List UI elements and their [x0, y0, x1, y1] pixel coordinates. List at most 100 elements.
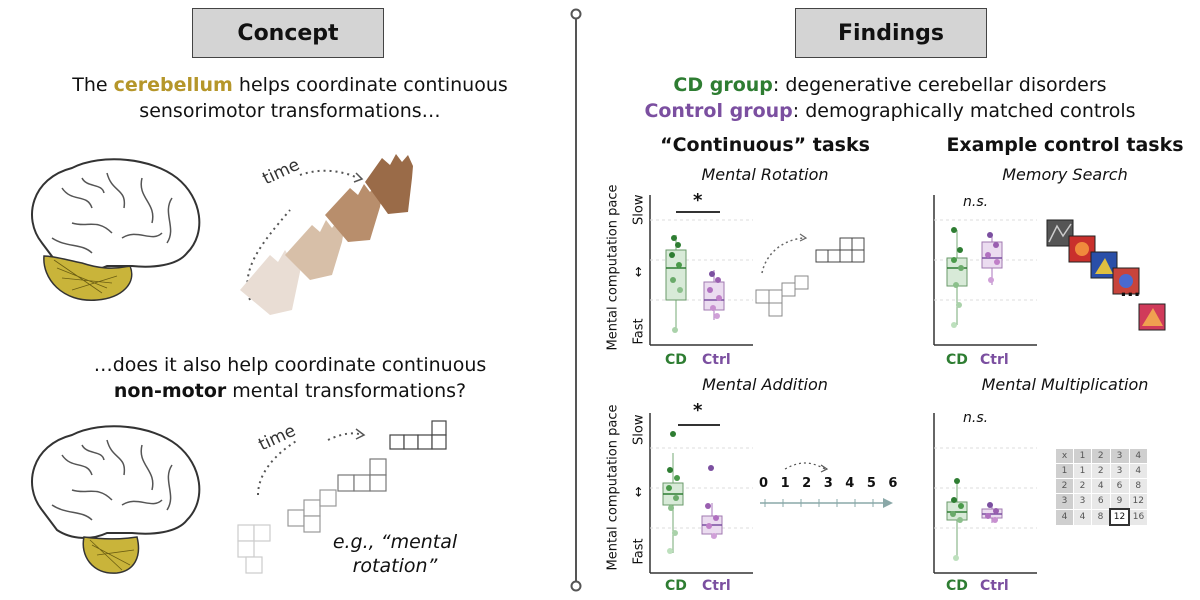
table-cell: 6 [1109, 478, 1130, 494]
table-cell: 4 [1091, 478, 1111, 494]
table-cell: 12 [1128, 493, 1148, 510]
plot-mental-multiplication [933, 413, 1037, 574]
y-slow-bottom: Slow [631, 414, 647, 445]
x-ctrl-memory: Ctrl [980, 352, 1009, 368]
concept-header: Concept [192, 8, 384, 58]
concept-header-label: Concept [237, 20, 339, 46]
continuous-tasks-title: “Continuous” tasks [660, 134, 870, 156]
brain-illustration-top [31, 158, 201, 301]
table-cell: 2 [1055, 478, 1074, 494]
non-motor-keyword: non-motor [113, 380, 227, 402]
table-cell: 1 [1055, 463, 1074, 479]
image-stack-ellipsis: ... [1120, 280, 1141, 301]
cerebellum-shape-top [43, 255, 133, 301]
table-row: 4 4 8 12 16 [1055, 508, 1148, 526]
table-row: 3 3 6 9 12 [1055, 493, 1148, 510]
statement1-post: helps coordinate continuous [232, 74, 508, 96]
table-cell: 16 [1128, 508, 1148, 526]
multiplication-table: x 1 2 3 4 1 1 2 3 4 2 2 4 6 8 3 3 6 9 12 [1055, 448, 1148, 526]
x-ctrl-addition: Ctrl [702, 578, 731, 594]
significance-star-rotation: * [693, 190, 703, 211]
y-arrow-top: ↔ [631, 266, 647, 278]
cd-group-name: CD group [673, 74, 773, 96]
x-ctrl-rotation: Ctrl [702, 352, 731, 368]
table-cell: x [1055, 448, 1074, 464]
y-fast-top: Fast [631, 318, 647, 345]
table-cell: 3 [1109, 463, 1130, 479]
y-fast-bottom: Fast [631, 538, 647, 565]
table-cell: 4 [1128, 448, 1148, 464]
table-cell: 9 [1109, 493, 1130, 510]
table-cell: 3 [1055, 493, 1074, 510]
x-cd-multiplication: CD [946, 578, 968, 594]
table-cell: 6 [1091, 493, 1111, 510]
task-label-memory-search: Memory Search [1002, 165, 1128, 184]
brain-illustration-bottom [31, 425, 201, 574]
cube-shape-2 [287, 489, 337, 533]
box-cd-rotation [665, 249, 687, 301]
hand-3 [325, 184, 382, 242]
hand-4 [365, 154, 413, 214]
x-cd-addition: CD [665, 578, 687, 594]
task-label-mental-addition: Mental Addition [702, 375, 828, 394]
number-line-digits: 0 1 2 3 4 5 6 [759, 476, 902, 491]
statement1-line2: sensorimotor transformations… [139, 100, 441, 122]
memory-search-image-stack [1046, 219, 1166, 331]
ns-label-memory: n.s. [963, 194, 989, 210]
cerebellum-keyword: cerebellum [113, 74, 233, 96]
ns-label-multiplication: n.s. [963, 410, 989, 426]
hand-2 [285, 220, 344, 280]
table-cell: 3 [1109, 448, 1130, 464]
y-arrow-bottom: ↔ [631, 486, 647, 498]
box-cd-memory [946, 257, 968, 287]
x-cd-memory: CD [946, 352, 968, 368]
table-cell: 4 [1055, 508, 1074, 526]
hand-1 [240, 250, 302, 315]
cd-group-desc: : degenerative cerebellar disorders [772, 74, 1107, 96]
y-axis-title-top: Mental computation pace [605, 184, 621, 351]
table-row: 1 1 2 3 4 [1055, 463, 1148, 479]
table-cell: 1 [1073, 448, 1092, 464]
task-label-mental-multiplication: Mental Multiplication [981, 375, 1149, 394]
table-cell: 3 [1073, 493, 1092, 510]
y-axis-title-bottom: Mental computation pace [605, 404, 621, 571]
control-group-name: Control group [644, 100, 793, 122]
findings-header: Findings [795, 8, 987, 58]
box-cd-multiplication [946, 501, 968, 521]
hand-sequence-illustration [240, 154, 413, 315]
table-cell: 2 [1091, 448, 1111, 464]
x-ctrl-multiplication: Ctrl [980, 578, 1009, 594]
statement2-post: mental transformations? [226, 380, 467, 402]
table-cell: 4 [1073, 508, 1092, 526]
group-legend: CD group: degenerative cerebellar disord… [620, 72, 1160, 124]
cube-shape-4 [389, 420, 447, 450]
vertical-divider [570, 8, 582, 592]
cube-shape-1 [237, 524, 271, 574]
concept-statement-2: …does it also help coordinate continuous… [40, 352, 540, 404]
control-group-desc: : demographically matched controls [792, 100, 1136, 122]
cube-sequence-illustration [237, 420, 447, 574]
x-cd-rotation: CD [665, 352, 687, 368]
rotation-mini-illustration [755, 233, 865, 317]
y-axis-label-bottom: Mental computation pace [606, 405, 621, 571]
plot-mental-rotation [649, 195, 753, 346]
cube-shape-3 [337, 458, 387, 492]
table-cell: 1 [1073, 463, 1092, 479]
y-axis-label-top: Mental computation pace [606, 185, 621, 351]
table-cell: 8 [1091, 508, 1111, 526]
control-tasks-title: Example control tasks [946, 134, 1184, 156]
table-row: 2 2 4 6 8 [1055, 478, 1148, 494]
statement1-pre: The [72, 74, 114, 96]
concept-statement-1: The cerebellum helps coordinate continuo… [40, 72, 540, 124]
plot-mental-addition [649, 413, 753, 574]
plot-memory-search [933, 195, 1037, 346]
table-cell: 8 [1128, 478, 1148, 494]
example-line2: rotation” [352, 555, 438, 577]
task-label-mental-rotation: Mental Rotation [701, 165, 829, 184]
number-line-illustration [760, 462, 893, 508]
table-row: x 1 2 3 4 [1055, 448, 1148, 464]
table-cell: 2 [1073, 478, 1092, 494]
example-line1: e.g., “mental [332, 531, 458, 553]
y-slow-top: Slow [631, 194, 647, 225]
